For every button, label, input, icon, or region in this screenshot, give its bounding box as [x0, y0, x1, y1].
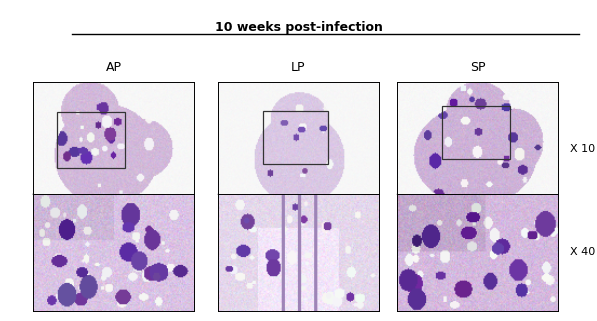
- Text: X 40: X 40: [570, 247, 595, 257]
- Bar: [263, 111, 328, 164]
- Bar: [442, 106, 510, 159]
- Text: SP: SP: [470, 61, 485, 74]
- Text: AP: AP: [106, 61, 121, 74]
- Text: X 10: X 10: [570, 144, 595, 154]
- Bar: [57, 112, 125, 169]
- Text: LP: LP: [291, 61, 306, 74]
- Text: 10 weeks post-infection: 10 weeks post-infection: [214, 21, 383, 34]
